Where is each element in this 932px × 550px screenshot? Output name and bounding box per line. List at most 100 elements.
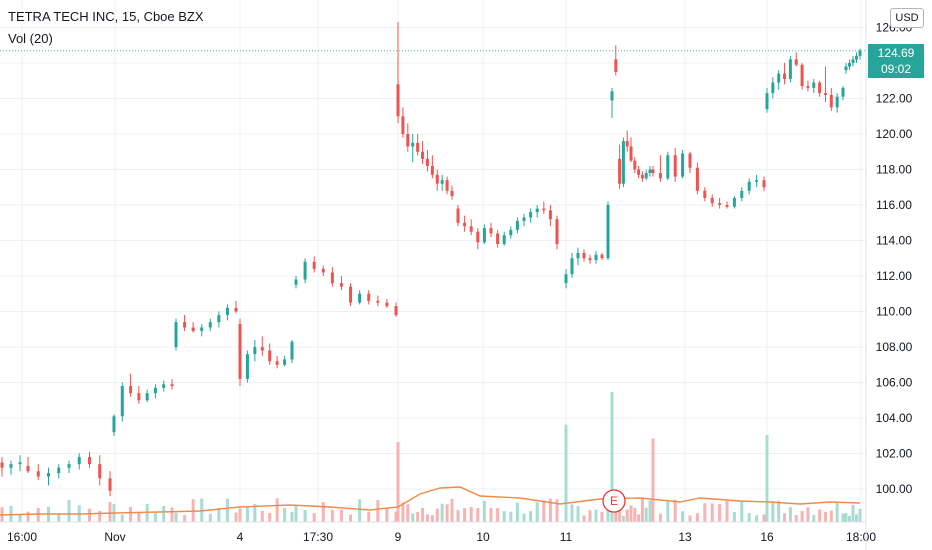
- candle-body: [588, 258, 592, 261]
- x-tick-label: 9: [395, 530, 402, 544]
- candle-body: [358, 293, 362, 303]
- symbol-title[interactable]: TETRA TECH INC, 15, Cboe BZX: [8, 9, 204, 24]
- candle-body: [77, 457, 81, 465]
- candle-body: [162, 384, 166, 388]
- volume-bar: [606, 508, 610, 522]
- candle-body: [794, 59, 798, 65]
- x-tick-label: 16: [760, 530, 774, 544]
- candle-body: [421, 151, 425, 159]
- volume-bar: [385, 507, 389, 522]
- y-tick-label: 116.00: [876, 198, 912, 212]
- volume-bar: [829, 510, 833, 522]
- volume-bar: [290, 511, 294, 522]
- candle-body: [640, 174, 644, 179]
- volume-bar: [411, 513, 415, 522]
- candle-body: [330, 272, 334, 284]
- volume-indicator-label[interactable]: Vol (20): [8, 31, 53, 46]
- volume-bar: [542, 500, 546, 522]
- y-tick-label: 118.00: [876, 163, 912, 177]
- volume-bar: [651, 438, 655, 522]
- candle-series: [0, 22, 862, 497]
- volume-bar: [812, 514, 816, 522]
- candle-body: [841, 87, 845, 97]
- chart-legend: TETRA TECH INC, 15, Cboe BZX Vol (20): [8, 8, 204, 48]
- volume-bar: [823, 511, 827, 522]
- candle-body: [88, 457, 91, 465]
- volume-bar: [268, 512, 272, 522]
- x-tick-label: 17:30: [303, 530, 333, 544]
- candle-body: [234, 307, 238, 312]
- volume-bar: [548, 498, 552, 522]
- volume-bar: [476, 508, 480, 522]
- volume-bar: [777, 500, 781, 522]
- volume-bar: [283, 507, 287, 522]
- volume-bar: [396, 441, 400, 522]
- volume-bar: [430, 515, 434, 522]
- candle-body: [771, 82, 775, 94]
- y-tick-label: 114.00: [876, 234, 912, 248]
- volume-bar: [120, 514, 124, 522]
- volume-bar: [26, 511, 30, 522]
- currency-button[interactable]: USD: [890, 8, 924, 28]
- candle-body: [137, 393, 141, 401]
- candle-body: [283, 359, 287, 365]
- candle-body: [225, 307, 229, 316]
- volume-bar: [582, 515, 586, 522]
- volume-bar: [771, 501, 775, 522]
- candle-body: [191, 327, 195, 332]
- candle-body: [564, 274, 568, 284]
- candle-body: [851, 59, 855, 63]
- candle-body: [548, 210, 552, 220]
- candle-body: [502, 235, 506, 245]
- price-tag: 124.69 09:02: [868, 44, 924, 78]
- volume-bar: [294, 506, 298, 522]
- candle-body: [740, 190, 744, 198]
- volume-bar: [234, 512, 238, 522]
- candle-body: [651, 169, 655, 174]
- candle-body: [529, 212, 533, 218]
- candle-body: [425, 158, 429, 166]
- y-tick-label: 104.00: [876, 411, 913, 425]
- volume-bar: [183, 515, 187, 522]
- volume-bar: [747, 512, 751, 522]
- candle-body: [542, 208, 546, 211]
- volume-bar: [502, 511, 506, 522]
- candle-body: [747, 181, 751, 191]
- volume-bar: [673, 499, 677, 522]
- volume-bar: [703, 503, 707, 522]
- candle-body: [416, 142, 420, 152]
- y-tick-label: 102.00: [876, 447, 913, 461]
- candle-body: [445, 180, 449, 191]
- volume-bar: [841, 513, 845, 522]
- volume-bar: [762, 514, 766, 522]
- candle-body: [610, 91, 614, 101]
- candle-body: [555, 219, 559, 245]
- volume-bar: [594, 509, 598, 522]
- volume-bar: [482, 500, 486, 522]
- candle-body: [606, 205, 610, 259]
- volume-bar: [851, 504, 855, 522]
- volume-bar: [208, 513, 212, 522]
- volume-bar: [496, 508, 500, 522]
- candle-body: [120, 386, 124, 417]
- candle-body: [57, 467, 61, 474]
- candle-body: [695, 167, 699, 191]
- volume-bar: [162, 505, 166, 522]
- earnings-event-marker[interactable]: E: [602, 489, 626, 513]
- candle-body: [835, 96, 839, 108]
- volume-bar: [688, 515, 692, 522]
- volume-bar: [570, 504, 574, 522]
- volume-bar: [610, 392, 614, 522]
- volume-bar: [648, 500, 652, 522]
- volume-bar: [463, 508, 467, 522]
- volume-bar: [456, 510, 460, 522]
- candle-body: [755, 180, 759, 182]
- volume-bar: [522, 513, 526, 522]
- candle-body: [469, 226, 473, 232]
- candle-body: [129, 386, 133, 394]
- volume-bar: [855, 514, 858, 522]
- candle-body: [644, 173, 648, 179]
- volume-bar: [425, 514, 429, 522]
- chart-grid: [0, 0, 866, 522]
